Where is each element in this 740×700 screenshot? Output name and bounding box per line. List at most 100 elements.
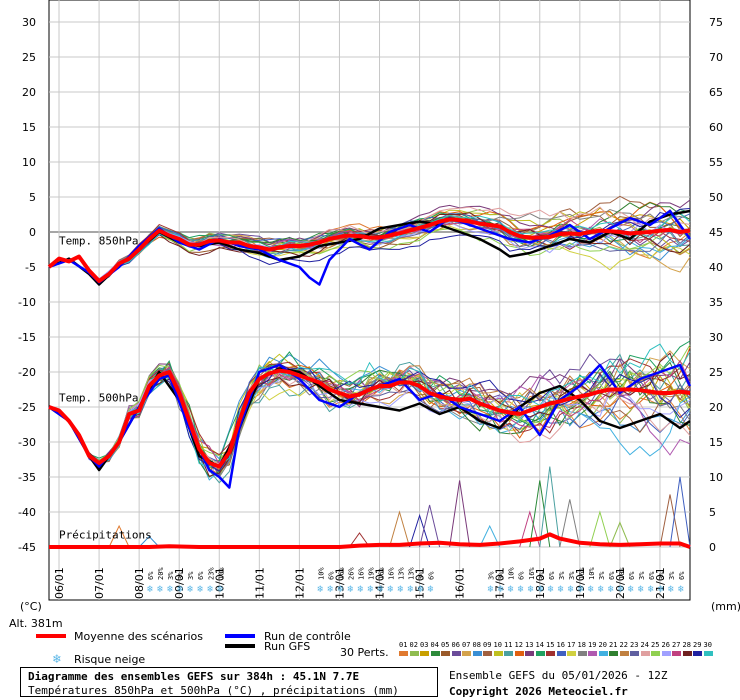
precip-spike [349,532,370,548]
y-right-tick-label: 5 [709,506,716,519]
mean-legend-swatch [36,634,66,638]
snowflake-icon: ❄ [618,584,625,595]
precip-spike [419,504,441,548]
perturbation-legend-swatch [535,651,545,656]
y-right-tick-label: 60 [709,121,723,134]
perturbation-legend-swatch [588,651,597,656]
right-unit-label: (mm) [711,600,740,613]
snow-risk-label: 3% [418,571,426,580]
snow-risk-label: 6% [327,571,335,580]
snow-risk-label: 6% [628,571,636,580]
perturbation-legend-number: 06 [451,641,460,649]
snowflake-icon: ❄ [157,584,164,595]
panel-label: Temp. 850hPa [59,235,138,248]
perturbation-legend-swatch [619,651,629,656]
y-right-tick-label: 30 [709,331,723,344]
perturbation-legend-swatch [525,651,534,656]
snowflake-icon: ❄ [578,584,585,595]
perturbation-legend-number: 21 [609,641,618,649]
snowflake-icon: ❄ [508,584,515,595]
snowflake-icon: ❄ [197,584,204,595]
perturbation-legend-number: 14 [535,641,544,649]
grid [49,0,690,600]
perturbation-legend-swatch [483,651,492,656]
perturbation-legend-number: 02 [409,641,418,649]
snowflake-icon: ❄ [528,584,535,595]
x-date-label: 17/01 [494,567,507,599]
perturbation-legend-swatch [399,651,408,656]
snowflake-icon: ❄ [548,584,555,595]
snow-risk-label: 3% [668,571,676,580]
snow-risk-label: 16% [337,567,345,580]
snowflake-icon: ❄ [147,584,154,595]
x-date-label: 09/01 [173,567,186,599]
snow-risk-label: 3% [658,571,666,580]
snowflake-icon: ❄ [488,584,495,595]
y-left-tick-label: -5 [25,261,36,274]
snowflake-icon: ❄ [638,584,645,595]
altitude-label: Alt. 381m [9,617,63,630]
snowflake-icon: ❄ [357,584,364,595]
perturbation-legend-swatch [661,651,671,656]
y-right-tick-label: 70 [709,51,723,64]
snowflake-icon: ❄ [418,584,425,595]
snow-risk-label: 13% [408,567,416,580]
perturbation-legend-number: 12 [514,641,523,649]
snowflake-icon: ❄ [367,584,374,595]
copyright: Copyright 2026 Meteociel.fr [449,685,628,698]
snow-risk-label: 3% [538,571,546,580]
perturbation-legend-number: 01 [399,641,408,649]
snowflake-icon: ❄ [167,584,174,595]
snow-risk-label: 3% [638,571,646,580]
highlight-series [47,209,692,549]
snowflake-icon: ❄ [498,584,505,595]
perturbation-legend-number: 19 [588,641,597,649]
y-left-tick-label: -45 [18,541,36,554]
x-date-label: 07/01 [93,567,106,599]
gfs-legend-swatch [225,644,255,648]
snow-risk-label: 16% [388,567,396,580]
snow-risk-label: 3% [498,571,506,580]
snowflake-icon: ❄ [608,584,615,595]
y-left-tick-label: 0 [29,226,36,239]
snow-risk-label: 6% [428,571,436,580]
perturbation-legend-number: 20 [598,641,607,649]
y-left-tick-label: -40 [18,506,36,519]
snowflake-icon: ❄ [388,584,395,595]
snow-risk-label: 10% [508,567,516,580]
perturbation-legend-number: 17 [567,641,576,649]
y-left-tick-label: 30 [22,16,36,29]
perturbation-legend-number: 13 [525,641,534,649]
snowflake-icon: ❄ [628,584,635,595]
snow-risk-label: 23% [207,567,215,580]
x-date-label: 18/01 [534,567,547,599]
y-right-tick-label: 15 [709,436,723,449]
x-date-label: 13/01 [333,567,346,599]
x-date-label: 21/01 [654,567,667,599]
perturbation-legend-number: 07 [462,641,471,649]
perturbation-legend-number: 30 [703,641,712,649]
precip-spike [669,476,691,548]
snowflake-icon: ❄ [177,584,184,595]
y-left-tick-label: 5 [29,191,36,204]
snowflake-icon: ❄ [327,584,334,595]
y-right-tick-label: 25 [709,366,723,379]
precip-spike [449,480,471,548]
perturbation-legend-swatch [430,651,440,656]
perturbation-legend-swatch [672,651,681,656]
y-right-tick-label: 20 [709,401,723,414]
snowflake-icon: ❄ [187,584,194,595]
x-date-label: 08/01 [133,567,146,599]
mean-850-line [47,217,691,283]
x-date-label: 14/01 [374,567,387,599]
snow-risk-label: 26% [347,567,355,580]
control-legend-swatch [225,634,255,638]
perturbation-legend-swatch [451,651,461,656]
snowflake-icon: ❄ [378,584,385,595]
snow-risk-label: 6% [548,571,556,580]
snowflake-icon: ❄ [568,584,575,595]
perturbation-legend-number: 18 [577,641,586,649]
precip-spike [108,524,130,548]
